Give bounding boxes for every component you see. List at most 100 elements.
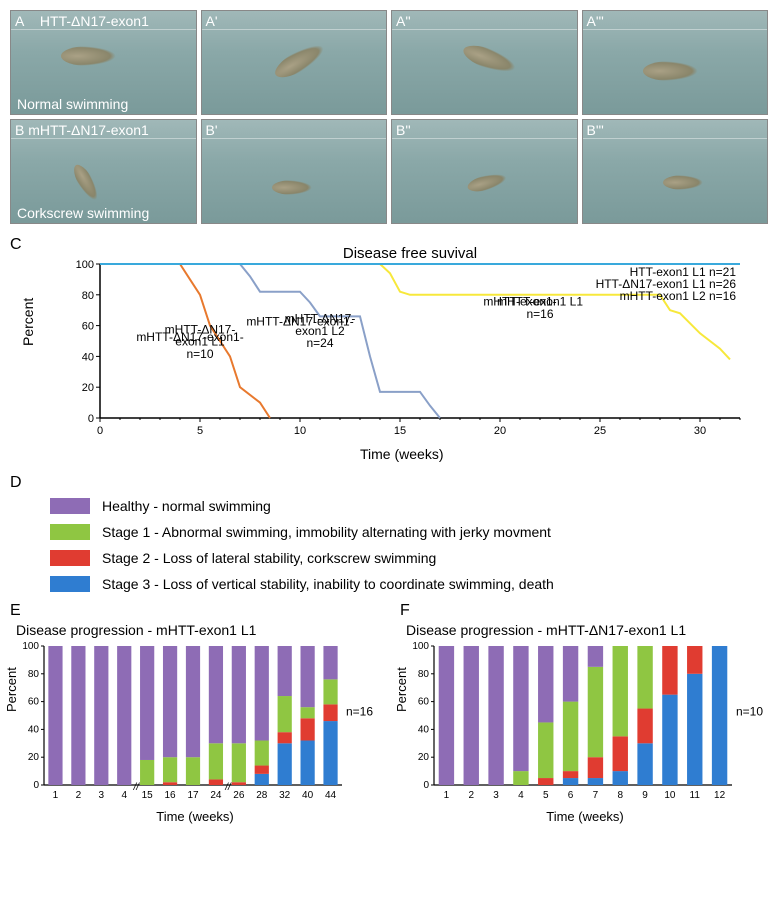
panel-label: A HTT-ΔN17-exon1 <box>15 13 149 29</box>
svg-text:80: 80 <box>82 290 94 302</box>
svg-text:n=10: n=10 <box>736 705 763 719</box>
svg-text:20: 20 <box>494 425 506 437</box>
svg-text:20: 20 <box>418 752 430 763</box>
svg-text:10: 10 <box>294 425 306 437</box>
panel-b1: B' <box>201 119 388 224</box>
svg-text:0: 0 <box>88 413 94 425</box>
legend-item: Stage 2 - Loss of lateral stability, cor… <box>50 550 768 566</box>
chart-f-svg: 020406080100123456789101112n=10 <box>400 642 770 807</box>
svg-text:2: 2 <box>468 790 474 801</box>
chart-f-ylabel: Percent <box>394 667 409 712</box>
svg-text:5: 5 <box>543 790 549 801</box>
svg-text:1: 1 <box>53 790 59 801</box>
svg-text://: // <box>224 782 232 793</box>
panel-label: A''' <box>587 13 604 29</box>
panel-letter-c: C <box>10 236 22 254</box>
svg-text:100: 100 <box>22 642 39 652</box>
svg-text:15: 15 <box>142 790 154 801</box>
svg-text:9: 9 <box>642 790 648 801</box>
svg-text:0: 0 <box>423 780 429 791</box>
panel-a: A HTT-ΔN17-exon1 Normal swimming <box>10 10 197 115</box>
svg-text:3: 3 <box>99 790 105 801</box>
panel-a2: A'' <box>391 10 578 115</box>
chart-e-xlabel: Time (weeks) <box>10 809 380 824</box>
svg-text:10: 10 <box>664 790 676 801</box>
chart-f-title: Disease progression - mHTT-ΔN17-exon1 L1 <box>406 622 770 638</box>
svg-text:28: 28 <box>256 790 268 801</box>
svg-text:40: 40 <box>28 724 40 735</box>
svg-text:60: 60 <box>418 697 430 708</box>
svg-text:30: 30 <box>694 425 706 437</box>
svg-text:n=16: n=16 <box>526 307 553 321</box>
chart-f: F Disease progression - mHTT-ΔN17-exon1 … <box>400 602 770 824</box>
chart-f-xlabel: Time (weeks) <box>400 809 770 824</box>
chart-c-svg: Disease free suvival02040608010005101520… <box>70 246 750 446</box>
svg-text:n=10: n=10 <box>186 347 213 361</box>
svg-text:4: 4 <box>121 790 127 801</box>
panel-caption: Normal swimming <box>17 96 128 112</box>
legend-text: Healthy - normal swimming <box>102 498 271 514</box>
svg-text:16: 16 <box>165 790 177 801</box>
svg-text:40: 40 <box>302 790 314 801</box>
svg-text:8: 8 <box>617 790 623 801</box>
legend-item: Stage 1 - Abnormal swimming, immobility … <box>50 524 768 540</box>
panel-label: B' <box>206 122 218 138</box>
chart-c-xlabel: Time (weeks) <box>360 446 444 462</box>
svg-text:17: 17 <box>187 790 199 801</box>
svg-text:100: 100 <box>76 259 94 271</box>
svg-text:12: 12 <box>714 790 726 801</box>
legend-swatch <box>50 498 90 514</box>
panel-a3: A''' <box>582 10 769 115</box>
svg-text:20: 20 <box>28 752 40 763</box>
panel-b3: B''' <box>582 119 769 224</box>
panel-b2: B'' <box>391 119 578 224</box>
svg-text:n=24: n=24 <box>306 336 333 350</box>
panel-label: A'' <box>396 13 411 29</box>
legend-text: Stage 2 - Loss of lateral stability, cor… <box>102 550 436 566</box>
chart-c: C Percent Disease free suvival 0 20 40 60 80 1… <box>10 236 768 456</box>
svg-text:0: 0 <box>33 780 39 791</box>
panel-letter-d: D <box>10 474 768 492</box>
panel-letter-f: F <box>400 602 410 619</box>
legend-swatch <box>50 524 90 540</box>
svg-text:40: 40 <box>82 351 94 363</box>
svg-text:Disease free suvival: Disease free suvival <box>343 246 477 262</box>
legend-text: Stage 3 - Loss of vertical stability, in… <box>102 576 554 592</box>
svg-text:80: 80 <box>28 669 40 680</box>
panel-letter-e: E <box>10 602 21 619</box>
panel-caption: Corkscrew swimming <box>17 205 149 221</box>
svg-text:7: 7 <box>593 790 599 801</box>
svg-text:5: 5 <box>197 425 203 437</box>
svg-text:24: 24 <box>210 790 222 801</box>
chart-e-title: Disease progression - mHTT-exon1 L1 <box>16 622 380 638</box>
svg-text:40: 40 <box>418 724 430 735</box>
svg-text:25: 25 <box>594 425 606 437</box>
chart-c-ylabel: Percent <box>20 298 36 346</box>
svg-text:11: 11 <box>690 790 701 801</box>
svg-text:32: 32 <box>279 790 291 801</box>
svg-text:4: 4 <box>518 790 524 801</box>
panel-label: B'' <box>396 122 411 138</box>
panel-label: B''' <box>587 122 604 138</box>
legend-item: Healthy - normal swimming <box>50 498 768 514</box>
svg-text://: // <box>133 782 141 793</box>
svg-text:60: 60 <box>82 321 94 333</box>
image-row-a: A HTT-ΔN17-exon1 Normal swimming A' A'' … <box>10 10 768 115</box>
svg-text:2: 2 <box>76 790 82 801</box>
panel-label: A' <box>206 13 218 29</box>
charts-ef-row: E Disease progression - mHTT-exon1 L1 Pe… <box>10 602 768 824</box>
svg-text:80: 80 <box>418 669 430 680</box>
svg-text:mHTT-exon1 L2 n=16: mHTT-exon1 L2 n=16 <box>620 289 737 303</box>
chart-e: E Disease progression - mHTT-exon1 L1 Pe… <box>10 602 380 824</box>
panel-a1: A' <box>201 10 388 115</box>
chart-e-svg: 0204060801001234151617242628324044////n=… <box>10 642 380 807</box>
svg-text:20: 20 <box>82 382 94 394</box>
chart-e-ylabel: Percent <box>4 667 19 712</box>
legend-swatch <box>50 550 90 566</box>
legend-text: Stage 1 - Abnormal swimming, immobility … <box>102 524 551 540</box>
svg-text:15: 15 <box>394 425 406 437</box>
panel-label: B mHTT-ΔN17-exon1 <box>15 122 149 138</box>
panel-b: B mHTT-ΔN17-exon1 Corkscrew swimming <box>10 119 197 224</box>
svg-text:6: 6 <box>568 790 574 801</box>
svg-text:100: 100 <box>412 642 429 652</box>
